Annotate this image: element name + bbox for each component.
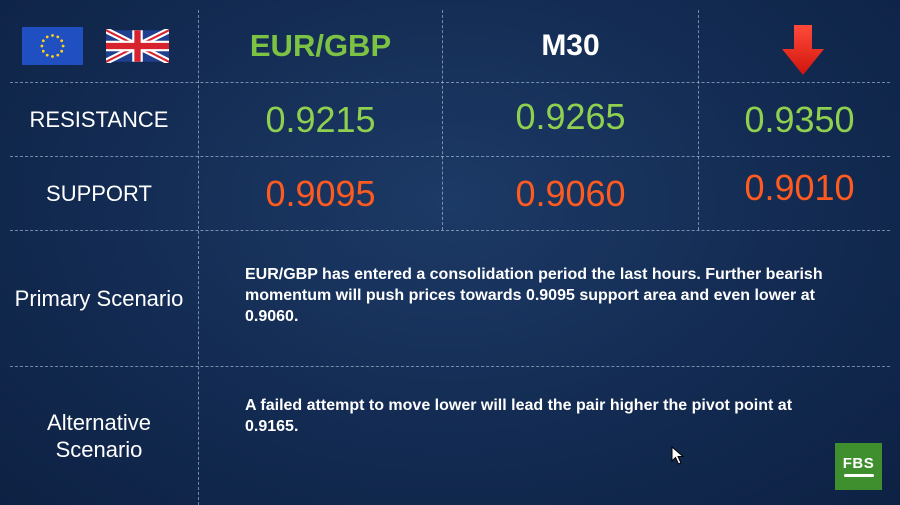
- arrow-down-icon: [782, 25, 824, 75]
- uk-flag-icon: [106, 29, 169, 63]
- grid-divider: [10, 82, 890, 83]
- support-value: 0.9010: [744, 166, 855, 208]
- alternative-scenario-label: Alternative Scenario: [0, 367, 198, 505]
- support-value: 0.9060: [515, 172, 626, 214]
- grid-divider: [198, 10, 199, 505]
- grid-divider: [10, 156, 890, 157]
- fbs-logo-text: FBS: [842, 455, 875, 472]
- grid-divider: [10, 366, 890, 367]
- logo-swoosh: [843, 474, 874, 477]
- currency-pair: EUR/GBP: [249, 28, 392, 63]
- resistance-value: 0.9265: [515, 95, 626, 137]
- alternative-scenario-text: A failed attempt to move lower will lead…: [245, 397, 793, 435]
- grid-divider: [10, 230, 890, 231]
- resistance-label: RESISTANCE: [29, 106, 169, 132]
- timeframe: M30: [541, 29, 600, 62]
- alternative-scenario-label-line: Scenario: [55, 437, 143, 462]
- primary-scenario-text: EUR/GBP has entered a consolidation peri…: [245, 266, 823, 325]
- support-value: 0.9095: [265, 172, 376, 214]
- resistance-value: 0.9215: [265, 98, 376, 140]
- grid-divider: [442, 10, 443, 230]
- resistance-value: 0.9350: [744, 98, 855, 140]
- grid-divider: [698, 10, 699, 230]
- support-label: SUPPORT: [46, 180, 152, 206]
- mouse-cursor-icon: [671, 446, 685, 465]
- fbs-logo: FBS: [835, 443, 882, 490]
- primary-scenario-label: Primary Scenario: [14, 285, 184, 311]
- eu-flag-icon: [22, 27, 83, 65]
- alternative-scenario-label-line: Alternative: [47, 410, 151, 435]
